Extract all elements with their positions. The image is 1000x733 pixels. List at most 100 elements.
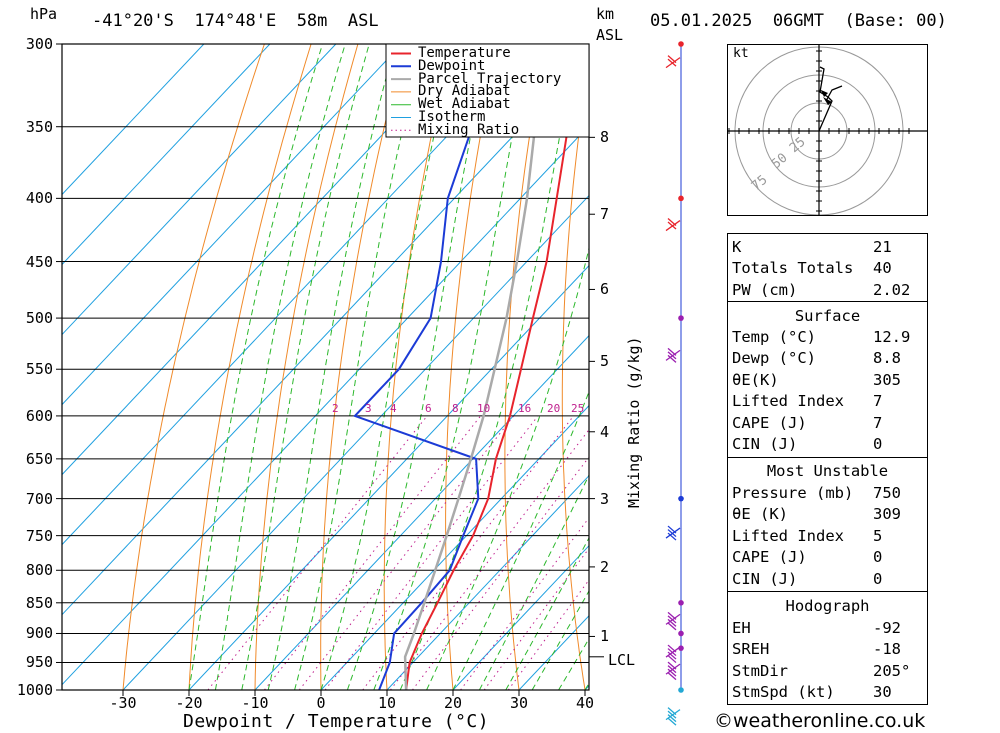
wind-barb-flag xyxy=(667,714,677,723)
surface-table: Surface Temp (°C) 12.9 Dewp (°C) 8.8 θE(K) 30… xyxy=(727,301,928,459)
index-row: Lifted Index 5 xyxy=(728,525,927,547)
index-row: Temp (°C) 12.9 xyxy=(728,326,927,348)
pressure-tick-label: 650 xyxy=(25,449,53,468)
mixing-ratio-label: 10 xyxy=(477,401,491,415)
site-name[interactable]: weatheronline.co.uk xyxy=(733,710,926,732)
wind-barb-flag xyxy=(667,707,677,716)
index-label: Lifted Index xyxy=(732,392,844,411)
wind-barb xyxy=(665,347,681,363)
index-row: EH -92 xyxy=(728,617,927,639)
wind-level-marker xyxy=(678,315,684,321)
index-label: PW (cm) xyxy=(732,280,798,299)
index-value: 12.9 xyxy=(873,327,911,346)
index-label: θE (K) xyxy=(732,505,788,524)
index-label: SREH xyxy=(732,640,770,659)
height-tick-label: 3 xyxy=(600,489,610,508)
location-title: -41°20'S 174°48'E 58m ASL xyxy=(92,11,379,31)
hodograph-panel: 25 50 75 kt xyxy=(727,40,928,222)
index-label: K xyxy=(732,237,742,256)
dry-adiabat-line xyxy=(254,44,359,690)
wind-barb xyxy=(665,707,681,726)
index-label: θE(K) xyxy=(732,370,779,389)
dry-adiabat-line xyxy=(445,44,499,690)
wet-adiabat-line xyxy=(320,44,456,690)
wind-barb-flag xyxy=(667,611,677,620)
lcl-label: LCL xyxy=(608,651,636,669)
wind-barb-flag xyxy=(667,532,677,541)
index-row: StmDir 205° xyxy=(728,660,927,682)
height-tick-label: 7 xyxy=(600,205,610,224)
mixing-ratio-label: 16 xyxy=(518,401,532,415)
wind-barb xyxy=(665,525,681,541)
dry-adiabat-line xyxy=(966,44,1000,690)
dry-adiabat-line xyxy=(672,44,717,690)
temperature-tick-label: 30 xyxy=(509,694,529,712)
temperature-tick-label: 40 xyxy=(575,694,595,712)
hodograph-marker xyxy=(823,97,832,105)
isotherm-line xyxy=(62,44,403,406)
wind-barb-flag xyxy=(667,55,677,64)
wind-level-marker xyxy=(678,630,684,637)
index-row: CIN (J) 0 xyxy=(728,434,927,456)
hodograph-title: Hodograph xyxy=(785,597,870,615)
pressure-tick-label: 450 xyxy=(25,252,53,271)
height-tick-label: 2 xyxy=(600,557,610,576)
wind-barb xyxy=(665,611,681,631)
mixing-ratio-label: 2 xyxy=(332,401,339,415)
hodograph-marker xyxy=(821,90,828,97)
wind-barb-flag xyxy=(667,221,677,230)
isotherm-line xyxy=(122,194,589,690)
wind-barb-flag xyxy=(667,618,677,627)
temperature-line xyxy=(405,44,585,690)
index-label: CAPE (J) xyxy=(732,548,807,567)
index-row: K 21 xyxy=(728,236,927,258)
wind-barb-flag xyxy=(667,648,677,657)
mixing-ratio-label: 8 xyxy=(452,401,459,415)
wind-barb-flag xyxy=(667,354,677,363)
hodograph-table: Hodograph EH -92 SREH -18 StmDir 205° StmSpd (… xyxy=(727,591,928,705)
index-row: θE (K) 309 xyxy=(728,504,927,526)
index-row: Pressure (mb) 750 xyxy=(728,482,927,504)
index-value: 2.02 xyxy=(873,280,911,299)
pressure-tick-label: 850 xyxy=(25,593,53,612)
wet-adiabat-line xyxy=(241,44,370,690)
index-row: CAPE (J) 0 xyxy=(728,547,927,569)
index-row: θE(K) 305 xyxy=(728,369,927,391)
isotherm-line xyxy=(62,44,469,476)
parcel-trajectory-line xyxy=(403,44,546,690)
wind-barb-flag xyxy=(667,644,677,653)
index-value: 7 xyxy=(873,392,883,411)
index-value: 8.8 xyxy=(873,349,901,368)
index-label: StmSpd (kt) xyxy=(732,683,835,702)
hodograph-ring-label: 75 xyxy=(749,173,771,195)
height-tick-label: 1 xyxy=(600,627,610,646)
wet-adiabat-line xyxy=(505,536,589,690)
copyright: ©weatheronline.co.uk xyxy=(714,710,925,732)
wind-level-marker xyxy=(678,599,684,606)
index-label: CAPE (J) xyxy=(732,413,807,432)
wind-level-marker xyxy=(678,41,684,47)
index-row: Lifted Index 7 xyxy=(728,391,927,413)
most-unstable-table: Most Unstable Pressure (mb) 750 θE (K) 309 L… xyxy=(727,457,928,593)
pressure-tick-label: 600 xyxy=(25,406,53,425)
index-row: Dewp (°C) 8.8 xyxy=(728,348,927,370)
index-value: 0 xyxy=(873,435,883,454)
isotherm-line xyxy=(62,44,535,546)
wind-barb-flag xyxy=(667,622,677,631)
pressure-unit-label: hPa xyxy=(30,5,58,23)
hodograph-unit: kt xyxy=(733,46,749,61)
legend-dewpoint: Dewpoint xyxy=(418,57,486,74)
height-tick-label: 5 xyxy=(600,352,610,371)
wind-barb-flag xyxy=(667,525,677,534)
index-label: Totals Totals xyxy=(732,259,854,278)
wind-barb xyxy=(665,55,681,69)
isotherm-line xyxy=(188,264,589,690)
wet-adiabat-line xyxy=(188,44,324,690)
isotherm-line xyxy=(62,44,205,196)
index-label: CIN (J) xyxy=(732,569,798,588)
index-value: 40 xyxy=(873,259,892,278)
temperature-tick-label: 10 xyxy=(377,694,397,712)
legend-dry-adiabat: Dry Adiabat xyxy=(418,83,511,100)
